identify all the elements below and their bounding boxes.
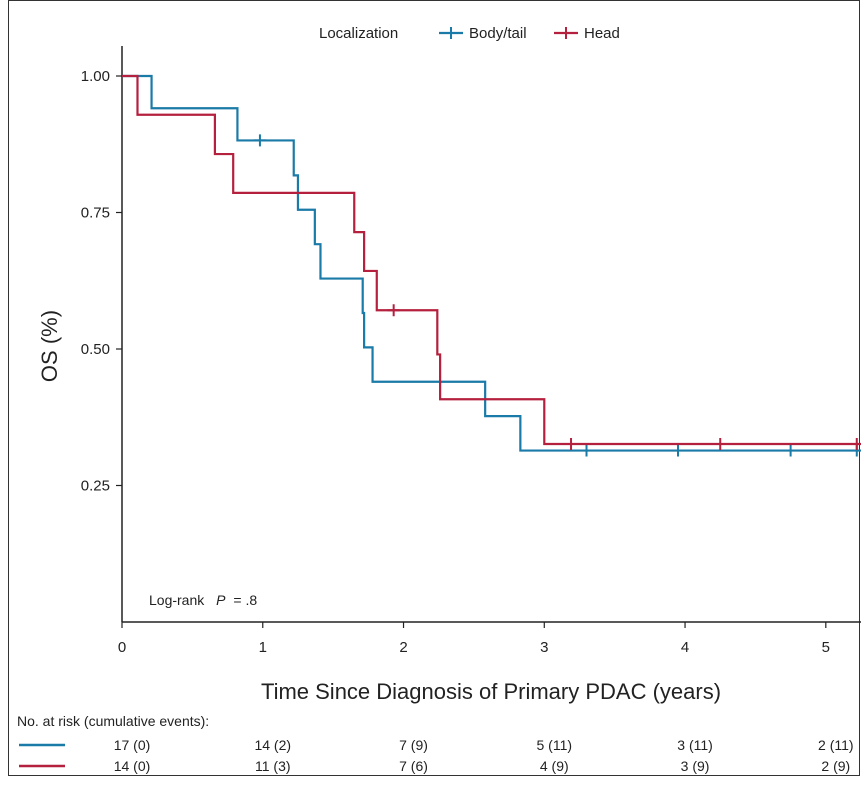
y-tick-label: 0.50: [81, 341, 110, 358]
censor-mark: [387, 304, 400, 317]
censor-mark: [580, 444, 593, 457]
risk-cell: 7 (9): [399, 737, 428, 753]
km-chart: Localization Body/tail Head 0 1 2 3 4 5 0.25 0.5…: [17, 25, 861, 774]
risk-cell: 14 (0): [114, 758, 151, 774]
logrank-prefix: Log-rank: [149, 592, 205, 608]
risk-cell: 14 (2): [254, 737, 291, 753]
risk-cell: 11 (3): [255, 758, 291, 774]
risk-cell: 3 (9): [681, 758, 710, 774]
risk-cell: 2 (9): [821, 758, 850, 774]
y-axis-title: OS (%): [37, 310, 62, 382]
legend-entry: Body/tail: [469, 25, 527, 42]
censor-mark: [253, 134, 266, 147]
censor-mark: [565, 438, 578, 451]
y-tick-label: 1.00: [81, 68, 110, 85]
logrank-value: = .8: [233, 592, 257, 608]
legend-entry: Head: [584, 25, 620, 42]
x-tick-label: 3: [540, 639, 548, 656]
risk-cell: 5 (11): [537, 737, 573, 753]
risk-cell: 2 (11): [818, 737, 854, 753]
risk-cell: 4 (9): [540, 758, 569, 774]
logrank-annotation: Log-rank P = .8: [149, 592, 257, 608]
legend-title: Localization: [319, 25, 398, 42]
x-tick-label: 4: [681, 639, 689, 656]
x-tick-label: 5: [822, 639, 830, 656]
x-tick-label: 2: [399, 639, 407, 656]
chart-frame: Localization Body/tail Head 0 1 2 3 4 5 0.25 0.5…: [8, 0, 861, 776]
censor-mark: [784, 444, 797, 457]
y-tick-label: 0.25: [81, 478, 110, 495]
risk-table: 17 (0) 14 (2) 7 (9) 5 (11) 3 (11) 2 (11) 14 (0…: [19, 737, 854, 774]
risk-cell: 3 (11): [677, 737, 713, 753]
censor-mark: [850, 438, 861, 451]
series-group: [122, 74, 861, 457]
legend: Localization Body/tail Head: [319, 25, 620, 42]
logrank-p: P: [216, 592, 226, 608]
y-tick-label: 0.75: [81, 205, 110, 222]
risk-table-title: No. at risk (cumulative events):: [17, 713, 209, 729]
x-axis-title: Time Since Diagnosis of Primary PDAC (ye…: [261, 679, 721, 704]
risk-cell: 17 (0): [114, 737, 151, 753]
x-tick-label: 0: [118, 639, 126, 656]
censor-mark: [714, 438, 727, 451]
censor-mark: [672, 444, 685, 457]
series-line-head: [122, 74, 861, 446]
series-line-bodytail: [122, 74, 861, 452]
x-tick-label: 1: [259, 639, 267, 656]
axes: 0 1 2 3 4 5 0.25 0.50 0.75 1.00: [81, 46, 861, 656]
risk-cell: 7 (6): [399, 758, 428, 774]
